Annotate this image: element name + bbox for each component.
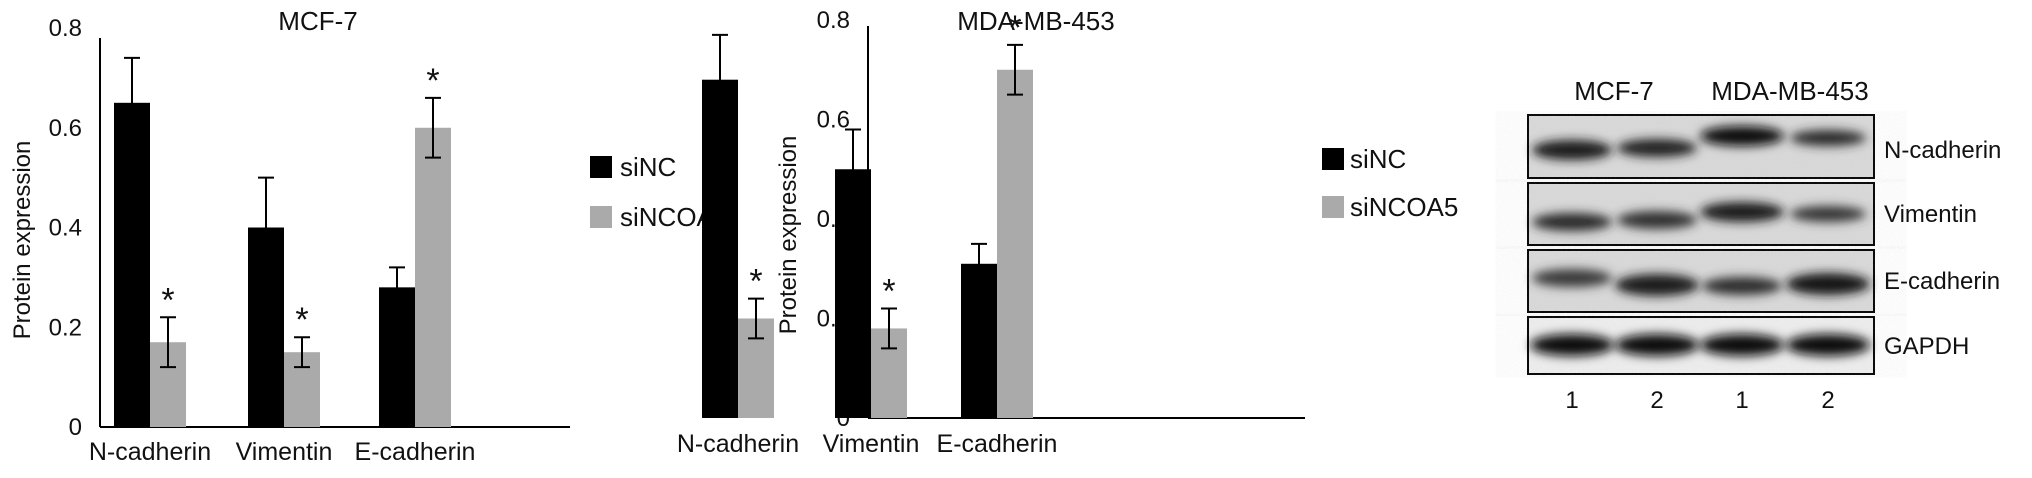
x-tick-label: E-cadherin [355, 438, 476, 466]
significance-mark: * [295, 301, 308, 339]
blot-row-label: N-cadherin [1884, 137, 2001, 164]
legend-label: siNC [620, 152, 676, 182]
blot-band [1532, 140, 1612, 160]
blot-row-label: Vimentin [1884, 201, 1977, 228]
blot-row-vimentin: Vimentin [1527, 182, 1977, 246]
legend: siNC siNCOA5 [1322, 144, 1458, 222]
y-tick-label: 0.2 [49, 314, 82, 341]
blot-row-e-cadherin: E-cadherin [1527, 249, 2000, 313]
blot-band [1532, 269, 1612, 287]
blot-band [1786, 334, 1870, 356]
legend-swatch-sincoa5 [590, 206, 612, 228]
bar-sincoa5-e-cadherin [997, 69, 1033, 418]
bar-sinc-vimentin [835, 169, 871, 418]
blot-row-gapdh: GAPDH [1527, 316, 1969, 375]
chart-mda-mb-453: MDA-MB-453 Protein expression 0 0.2 0.4 … [677, 6, 1459, 458]
blot-band [1615, 334, 1699, 356]
legend-swatch-sinc [590, 156, 612, 178]
blot-lane-label: 1 [1565, 387, 1578, 414]
blot-row-label: E-cadherin [1884, 268, 2000, 295]
x-tick-label: E-cadherin [937, 430, 1058, 458]
blot-band [1790, 206, 1866, 222]
blot-band [1790, 130, 1866, 146]
blot-band [1700, 334, 1784, 356]
y-tick-label: 0.8 [817, 7, 850, 34]
y-axis-label: Protein expression [9, 141, 36, 340]
bar-sinc-n-cadherin [702, 79, 738, 418]
y-axis-label: Protein expression [775, 136, 802, 335]
blot-lane-label: 2 [1821, 387, 1834, 414]
error-bar [845, 128, 861, 211]
blot-band [1700, 126, 1784, 146]
legend-swatch-sincoa5 [1322, 196, 1344, 218]
error-bar [258, 176, 274, 279]
significance-mark: * [882, 273, 895, 311]
error-bar [389, 266, 405, 309]
blot-lane-label: 1 [1735, 387, 1748, 414]
y-tick-labels: 0 0.2 0.4 0.6 0.8 [49, 15, 82, 441]
blot-band [1532, 213, 1612, 231]
significance-mark: * [426, 62, 439, 100]
significance-mark: * [1008, 9, 1021, 47]
error-bar [124, 56, 140, 149]
bar-sinc-e-cadherin [379, 287, 415, 427]
error-bar [748, 297, 764, 340]
blot-band [1617, 211, 1697, 229]
y-tick-label: 0.8 [49, 15, 82, 42]
blot-band [1615, 274, 1699, 296]
error-bar [1007, 43, 1023, 96]
error-bar [712, 33, 728, 126]
y-tick-label: 0.6 [49, 115, 82, 142]
x-tick-label: N-cadherin [89, 438, 211, 466]
error-bar [425, 96, 441, 159]
blot-row-label: GAPDH [1884, 333, 1969, 360]
blot-group-label: MDA-MB-453 [1711, 76, 1868, 106]
x-tick-labels: N-cadherin Vimentin E-cadherin [677, 430, 1058, 458]
x-tick-label: Vimentin [236, 438, 333, 466]
legend-label: siNC [1350, 144, 1406, 174]
x-tick-label: Vimentin [823, 430, 920, 458]
blot-band [1700, 202, 1784, 222]
error-bar [160, 316, 176, 369]
blot-band [1702, 277, 1782, 295]
y-tick-label: 0 [69, 414, 82, 441]
significance-mark: * [161, 281, 174, 319]
bar-sincoa5-e-cadherin [415, 127, 451, 427]
blot-lane-label: 2 [1650, 387, 1663, 414]
blot-group-label: MCF-7 [1574, 76, 1653, 106]
bars: * * * [114, 56, 451, 427]
error-bar [294, 336, 310, 369]
chart-title: MCF-7 [278, 6, 357, 36]
significance-mark: * [749, 263, 762, 301]
blot-band [1786, 273, 1870, 295]
y-tick-label: 0.4 [49, 215, 82, 242]
x-tick-labels: N-cadherin Vimentin E-cadherin [89, 438, 476, 466]
chart-title: MDA-MB-453 [957, 6, 1114, 36]
legend-swatch-sinc [1322, 148, 1344, 170]
bar-sinc-n-cadherin [114, 102, 150, 427]
legend-label: siNCOA5 [1350, 192, 1458, 222]
error-bar [971, 242, 987, 285]
bars: * * * [702, 9, 1033, 418]
blot-band [1530, 334, 1614, 356]
blot-row-n-cadherin: N-cadherin [1527, 114, 2001, 179]
x-tick-label: N-cadherin [677, 430, 799, 458]
blot-band [1617, 139, 1697, 157]
bar-sinc-e-cadherin [961, 263, 997, 418]
error-bar [881, 307, 897, 350]
chart-mcf7: MCF-7 Protein expression 0 0.2 0.4 0.6 0… [9, 6, 728, 466]
western-blot-panel: MCF-7 MDA-MB-453 N-cadherin Vimentin [1527, 76, 2001, 414]
y-tick-label: 0.6 [817, 107, 850, 134]
